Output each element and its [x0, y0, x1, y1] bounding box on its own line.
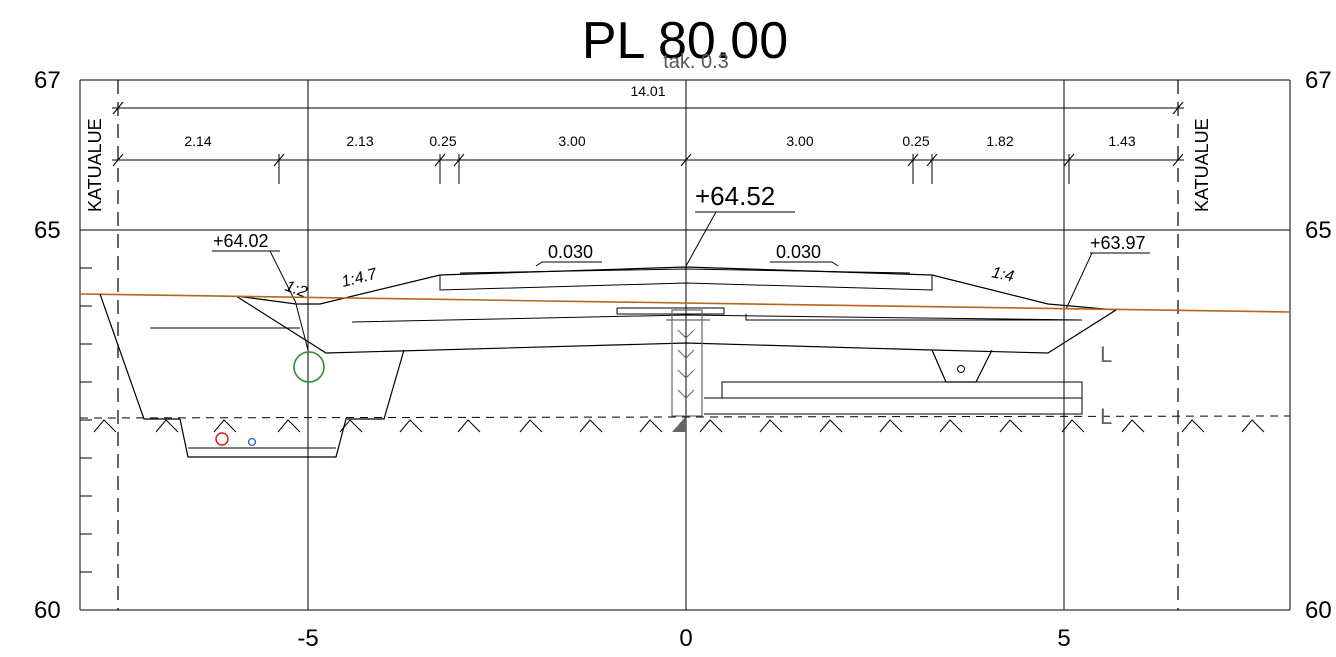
- dimension-total: 14.01: [630, 83, 665, 99]
- utility-box-lower: [704, 397, 1083, 415]
- dimension-segment-6: 0.25: [902, 133, 929, 149]
- road-structure: [150, 266, 1117, 383]
- y-label-bottom-left: 60: [34, 597, 61, 624]
- dimension-segment-1: 2.14: [184, 133, 211, 149]
- left-ruler: [80, 267, 92, 573]
- scale-label: tak. 0.3: [663, 51, 729, 73]
- x-label-left: -5: [297, 625, 318, 652]
- y-label-mid-right: 65: [1305, 217, 1332, 244]
- dimension-segment-2: 2.13: [346, 133, 373, 149]
- vertical-gridlines: [307, 80, 1065, 610]
- y-label-bottom-right: 60: [1305, 597, 1332, 624]
- red-pipe: [215, 432, 229, 446]
- elevation-leader-right: [1065, 252, 1093, 310]
- x-label-right: 5: [1057, 625, 1070, 652]
- marker-lower: L: [1100, 404, 1112, 429]
- blue-pipe: [247, 437, 257, 447]
- dimension-segment-7: 1.82: [986, 133, 1013, 149]
- elevation-leader-center: [685, 211, 717, 267]
- dimension-segment-8: 1.43: [1108, 133, 1135, 149]
- slope-right: 1:4: [990, 264, 1015, 285]
- dimension-lines: [112, 101, 1184, 184]
- elevation-leader-left: [269, 250, 297, 304]
- utility-box-upper: [721, 381, 1083, 399]
- groundwater-hatching: [93, 419, 1265, 433]
- crossfall-right: 0.030: [776, 242, 821, 262]
- y-label-top-left: 67: [34, 67, 61, 94]
- street-area-label-right: KATUALUE: [1192, 118, 1212, 212]
- elevation-left: +64.02: [213, 231, 269, 251]
- drain-pipe: [957, 365, 965, 373]
- x-label-center: 0: [679, 625, 692, 652]
- slope-left-outer: 1:4.7: [340, 266, 380, 291]
- elevation-center: +64.52: [695, 181, 775, 211]
- section-title: PL 80.00: [582, 12, 788, 70]
- plot-frame: [79, 79, 1291, 611]
- slope-left-inner: 1:2: [283, 278, 310, 302]
- dimension-segment-5: 3.00: [786, 133, 813, 149]
- crossfall-left: 0.030: [548, 242, 593, 262]
- subgrade-line: [235, 295, 1117, 354]
- dimension-segment-4: 3.00: [558, 133, 585, 149]
- excavation-left: [99, 293, 405, 458]
- elevation-right: +63.97: [1090, 233, 1146, 253]
- support-column: [666, 309, 710, 432]
- dimension-segment-3: 0.25: [429, 133, 456, 149]
- y-label-top-right: 67: [1305, 67, 1332, 94]
- existing-ground-line: [79, 293, 1291, 313]
- street-area-label-left: KATUALUE: [85, 118, 105, 212]
- y-label-mid-left: 65: [34, 217, 61, 244]
- marker-upper: L: [1100, 342, 1112, 367]
- groundwater-line: [79, 415, 1291, 419]
- green-pipe: [293, 351, 325, 383]
